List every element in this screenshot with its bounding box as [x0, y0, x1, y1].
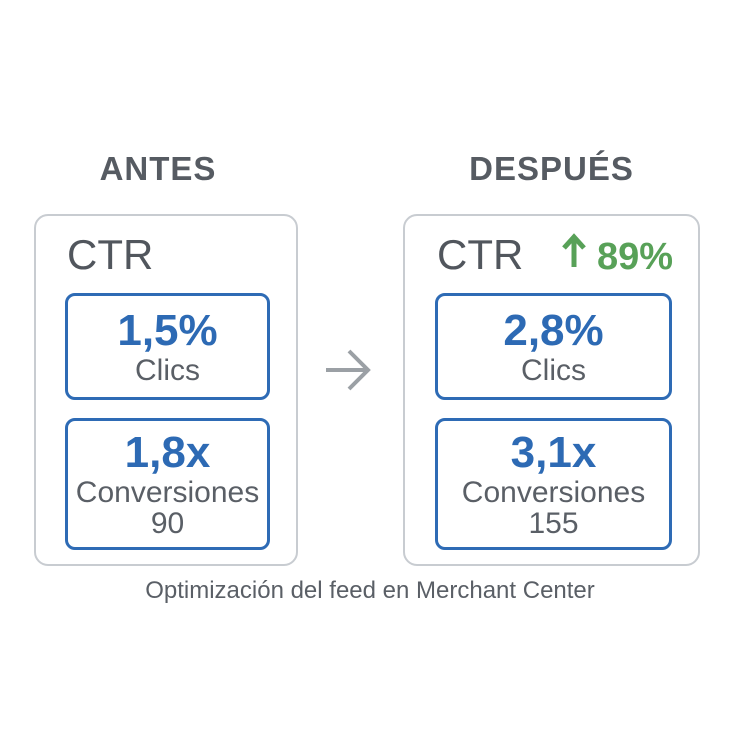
after-card-title-row: CTR 89% — [437, 231, 673, 278]
after-metric-name: CTR — [437, 231, 524, 278]
before-ctr-value: 1,5% — [117, 306, 218, 355]
after-conversions-multiplier: 3,1x — [510, 428, 597, 477]
after-clicks-box: 2,8% Clics — [435, 293, 672, 400]
after-conversions-box: 3,1x Conversiones 155 — [435, 418, 672, 550]
after-clicks-label: Clics — [521, 354, 586, 387]
ctr-delta-value: 89% — [596, 236, 673, 278]
before-clicks-box: 1,5% Clics — [65, 293, 270, 400]
ctr-delta-badge: 89% — [560, 233, 673, 277]
before-conversions-count: 90 — [150, 507, 185, 540]
before-card: CTR 1,5% Clics 1,8x Conversiones 90 — [34, 214, 298, 566]
before-conversions-multiplier: 1,8x — [124, 428, 211, 477]
before-clicks-label: Clics — [135, 354, 200, 387]
up-arrow-icon — [562, 233, 586, 267]
after-ctr-value: 2,8% — [503, 306, 604, 355]
before-metric-name: CTR — [67, 231, 154, 278]
before-column-header: ANTES — [99, 150, 217, 187]
before-conversions-label: Conversiones — [75, 476, 260, 509]
after-conversions-label: Conversiones — [461, 476, 646, 509]
after-column-header: DESPUÉS — [469, 150, 634, 187]
after-card: CTR 89% 2,8% Clics 3,1x Conversiones 155 — [403, 214, 700, 566]
right-arrow-icon — [326, 349, 371, 391]
before-conversions-box: 1,8x Conversiones 90 — [65, 418, 270, 550]
infographic-caption: Optimización del feed en Merchant Center — [145, 577, 595, 604]
after-conversions-count: 155 — [528, 507, 579, 540]
